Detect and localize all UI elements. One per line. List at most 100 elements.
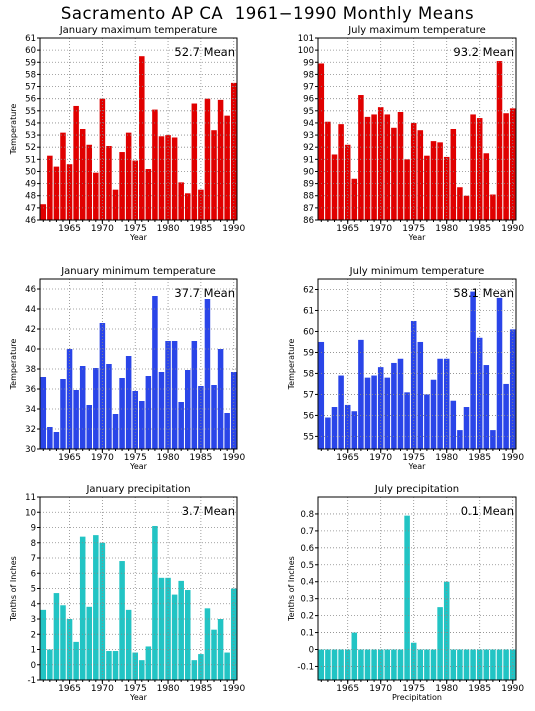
bar-1983: [184, 590, 191, 680]
bar-1979: [158, 136, 165, 220]
bar-1979: [437, 358, 443, 449]
bar-1976: [139, 56, 145, 221]
bar-1966: [351, 632, 358, 680]
x-tick-label: 1985: [468, 684, 491, 694]
bar-1989: [503, 113, 509, 220]
bar-1983: [184, 370, 191, 449]
bar-1979: [158, 372, 165, 449]
bar-1974: [404, 515, 410, 680]
y-tick-label: 57: [25, 83, 36, 93]
y-tick-label: 30: [25, 445, 36, 455]
bar-1982: [457, 187, 463, 220]
y-tick-label: 59: [25, 58, 36, 68]
y-tick-label: 58: [303, 369, 314, 379]
chart-title: January precipitation: [85, 484, 190, 495]
bar-1970: [99, 323, 106, 449]
x-axis-label: Precipitation: [392, 693, 442, 702]
bar-1988: [217, 99, 224, 220]
bar-1990: [230, 372, 237, 449]
x-axis-label: Year: [129, 693, 148, 702]
y-tick-label: 95: [303, 107, 314, 117]
bar-1978: [430, 141, 437, 220]
y-tick-label: 4: [31, 600, 36, 610]
bar-1974: [125, 609, 132, 680]
x-tick-label: 1980: [157, 224, 180, 234]
x-tick-label: 1970: [91, 453, 114, 463]
y-tick-label: 3: [31, 615, 36, 625]
chart-title: January minimum temperature: [60, 266, 216, 277]
bar-1986: [483, 649, 490, 680]
mean-label: 58.1 Mean: [453, 286, 514, 300]
bar-1978: [430, 379, 437, 449]
y-tick-label: 32: [25, 425, 36, 435]
plot-frame: [317, 278, 517, 450]
bar-1973: [119, 561, 125, 680]
y-tick-label: 40: [25, 345, 36, 355]
y-tick-label: 48: [25, 192, 36, 202]
bar-1984: [470, 114, 476, 220]
bar-1963: [53, 593, 60, 680]
y-tick-label: 0: [309, 646, 314, 656]
y-tick-label: 0.7: [300, 527, 314, 537]
bar-1984: [191, 660, 198, 680]
y-tick-label: 60: [303, 327, 314, 337]
bar-1975: [132, 160, 138, 220]
bar-1990: [230, 588, 237, 680]
bar-1970: [377, 107, 384, 220]
bar-1965: [66, 164, 73, 220]
bar-1973: [397, 649, 404, 680]
bar-1972: [391, 127, 397, 220]
x-tick-label: 1975: [124, 224, 147, 234]
y-tick-label: 38: [25, 365, 36, 375]
y-tick-label: 6: [31, 569, 36, 579]
bar-1964: [60, 379, 66, 449]
y-tick-label: 34: [25, 405, 36, 415]
bar-1969: [93, 535, 99, 681]
plot-frame: [39, 37, 238, 221]
x-tick-label: 1975: [402, 453, 425, 463]
bar-1980: [165, 341, 171, 449]
x-tick-label: 1975: [124, 684, 147, 694]
y-tick-label: 10: [25, 508, 36, 518]
y-tick-label: 93: [303, 131, 314, 141]
bar-1971: [384, 377, 391, 449]
bar-1988: [496, 297, 503, 449]
bar-1989: [503, 383, 509, 449]
x-axis-label: Year: [129, 462, 148, 471]
bar-1961: [318, 649, 325, 680]
x-tick-label: 1965: [336, 453, 359, 463]
bar-1971: [384, 649, 391, 680]
bar-1986: [483, 153, 490, 220]
chart-title: January maximum temperature: [59, 25, 218, 36]
y-tick-label: 5: [31, 585, 36, 595]
x-tick-label: 1965: [58, 453, 81, 463]
bar-1974: [404, 392, 410, 449]
bar-1987: [490, 430, 496, 449]
bar-1962: [325, 649, 331, 680]
x-tick-label: 1990: [501, 684, 524, 694]
y-tick-label: 36: [25, 385, 36, 395]
y-tick-label: 61: [303, 306, 314, 316]
bar-1966: [73, 105, 79, 220]
x-tick-label: 1990: [501, 224, 524, 234]
y-tick-label: 56: [303, 411, 314, 421]
y-tick-label: 94: [303, 119, 314, 129]
bar-1964: [338, 124, 344, 220]
y-tick-label: 11: [25, 493, 36, 503]
bar-1972: [112, 651, 119, 680]
bar-1965: [344, 649, 351, 680]
bar-1969: [93, 368, 99, 449]
bar-1973: [119, 378, 125, 449]
bar-1982: [178, 402, 184, 449]
bar-1989: [224, 652, 230, 680]
y-tick-label: 56: [25, 95, 36, 105]
x-tick-label: 1965: [58, 224, 81, 234]
y-tick-label: 46: [25, 216, 36, 226]
bar-1978: [152, 109, 158, 220]
y-axis-label: Temperature: [9, 104, 18, 156]
y-axis-label: Temperature: [287, 339, 296, 391]
x-tick-label: 1985: [189, 224, 212, 234]
x-tick-label: 1980: [157, 453, 180, 463]
bar-1980: [443, 358, 450, 449]
x-axis-label: Year: [408, 233, 427, 242]
